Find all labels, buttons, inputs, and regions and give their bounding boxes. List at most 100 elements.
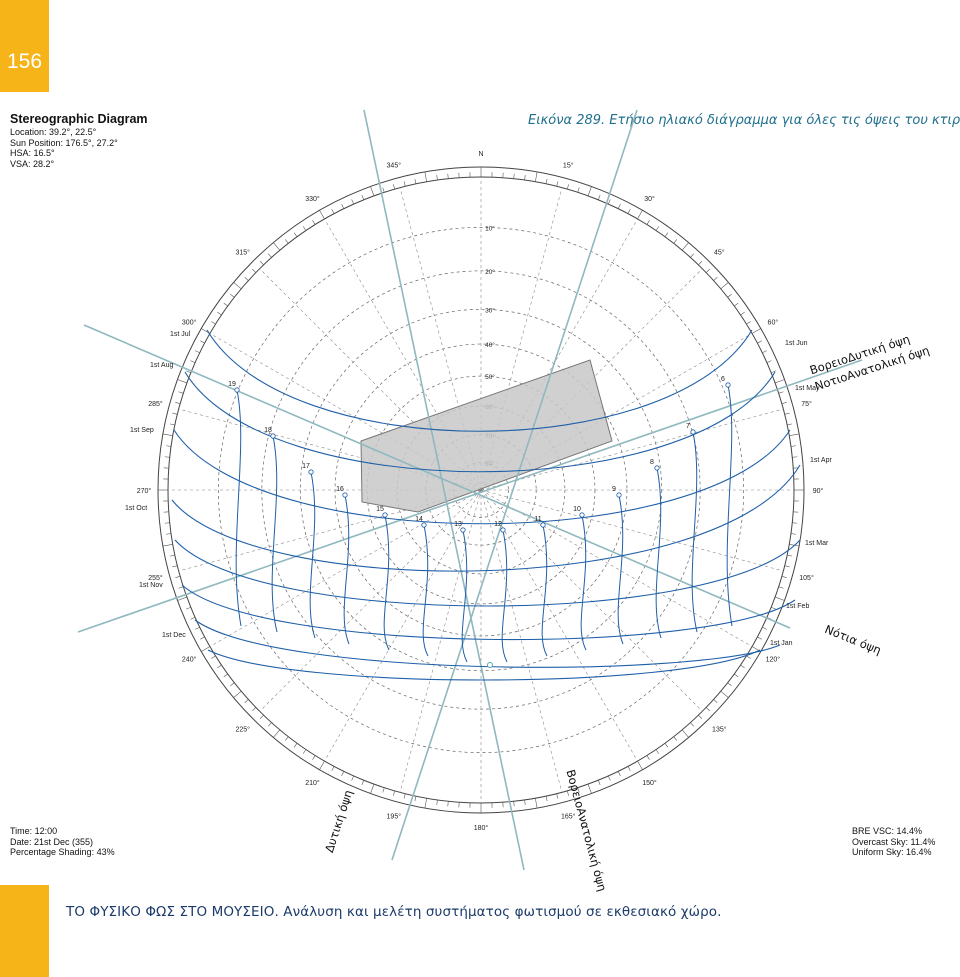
hour-label: 7 [686, 423, 690, 430]
azimuth-label: 15° [563, 161, 574, 169]
rim-tick [424, 798, 427, 809]
rim-tick [223, 673, 228, 678]
rim-tick [713, 276, 718, 281]
rim-tick [361, 780, 365, 785]
rim-tick [566, 790, 569, 796]
rim-tick [223, 302, 228, 307]
page-number: 156 [6, 50, 43, 73]
month-label: 1st Apr [810, 457, 832, 464]
rim-tick [370, 784, 375, 794]
rim-tick [778, 391, 784, 394]
rim-tick [211, 321, 216, 325]
rim-tick [177, 596, 187, 601]
azimuth-spoke [324, 218, 482, 491]
hour-marker [725, 382, 731, 388]
rim-tick [771, 370, 776, 374]
vsa-text: VSA: 28.2° [10, 158, 55, 169]
rim-tick [535, 798, 538, 809]
hour-line [655, 467, 662, 639]
azimuth-spoke [399, 489, 482, 793]
date-text: Date: 21st Dec (355) [10, 836, 94, 847]
rim-tick [436, 175, 438, 181]
azimuth-label: 90° [813, 487, 824, 495]
hour-marker [500, 527, 506, 533]
rim-tick [424, 171, 427, 182]
rim-tick [705, 268, 710, 273]
hour-line [461, 529, 468, 663]
rim-tick [177, 379, 187, 384]
month-label: 1st Dec [162, 632, 186, 639]
rim-tick [789, 433, 800, 436]
azimuth-label: 330° [305, 195, 320, 203]
rim-tick [746, 655, 751, 659]
rim-tick [341, 204, 345, 209]
hour-label: 10 [573, 506, 581, 513]
time-text: Time: 12:00 [10, 826, 58, 836]
rim-tick [267, 253, 272, 258]
rim-tick [447, 173, 449, 179]
rim-tick [166, 445, 172, 447]
altitude-label: 10° [485, 224, 495, 232]
rim-tick [655, 226, 660, 231]
rim-tick [211, 655, 216, 659]
rim-tick [751, 328, 761, 334]
hour-label: 16 [336, 486, 344, 493]
rim-tick [734, 302, 739, 307]
hour-label: 8 [650, 459, 654, 466]
hour-marker [270, 433, 276, 439]
azimuth-label: 315° [235, 249, 250, 257]
sun-path-arc [174, 539, 801, 607]
azimuth-label: 345° [387, 161, 402, 169]
rim-tick [556, 181, 559, 187]
page-number-tab [0, 0, 49, 92]
hour-label: 18 [264, 427, 272, 434]
rim-tick [312, 755, 316, 760]
rim-tick [169, 554, 175, 557]
rim-tick [195, 626, 200, 630]
rim-tick [273, 242, 281, 251]
azimuth-spoke [399, 187, 482, 491]
rim-tick [757, 340, 762, 344]
facade-line [83, 324, 791, 629]
azimuth-label: 60° [768, 319, 779, 327]
rim-tick [312, 220, 316, 225]
rim-tick [175, 575, 181, 578]
rim-tick [740, 664, 745, 669]
rim-tick [447, 801, 449, 807]
bre-vsc-text: BRE VSC: 14.4% [852, 826, 923, 836]
rim-tick [646, 220, 650, 225]
hour-marker [308, 469, 314, 475]
rim-tick [681, 242, 689, 251]
hour-line [309, 471, 316, 639]
azimuth-label: 270° [137, 487, 152, 495]
hour-line [422, 524, 429, 657]
rim-tick [762, 626, 767, 630]
azimuth-spoke [480, 218, 638, 491]
rim-tick [217, 664, 222, 669]
rim-tick [566, 184, 569, 190]
rim-tick [617, 204, 621, 209]
azimuth-label: 180° [474, 824, 489, 832]
rim-tick [200, 636, 205, 640]
hour-marker [342, 492, 348, 498]
hour-marker [579, 512, 585, 518]
rim-tick [790, 533, 796, 535]
rim-tick [284, 239, 289, 244]
rim-tick [597, 195, 601, 200]
azimuth-spoke [480, 408, 784, 491]
rim-tick [162, 433, 173, 436]
facade-line [77, 359, 863, 633]
hsa-text: HSA: 16.5° [10, 148, 55, 158]
azimuth-spoke [480, 489, 784, 572]
altitude-circle [218, 227, 744, 753]
azimuth-label: 150° [642, 779, 657, 787]
rim-tick [361, 195, 365, 200]
azimuth-label: 255° [148, 574, 163, 582]
azimuth-label: 30° [644, 195, 655, 203]
location-text: Location: 39.2°, 22.5° [10, 127, 97, 137]
rim-tick [169, 423, 175, 426]
sky-info: BRE VSC: 14.4% Overcast Sky: 11.4% Unifo… [852, 826, 935, 858]
rim-tick [784, 565, 790, 568]
azimuth-label: 210° [305, 779, 320, 787]
rim-tick [233, 282, 242, 290]
